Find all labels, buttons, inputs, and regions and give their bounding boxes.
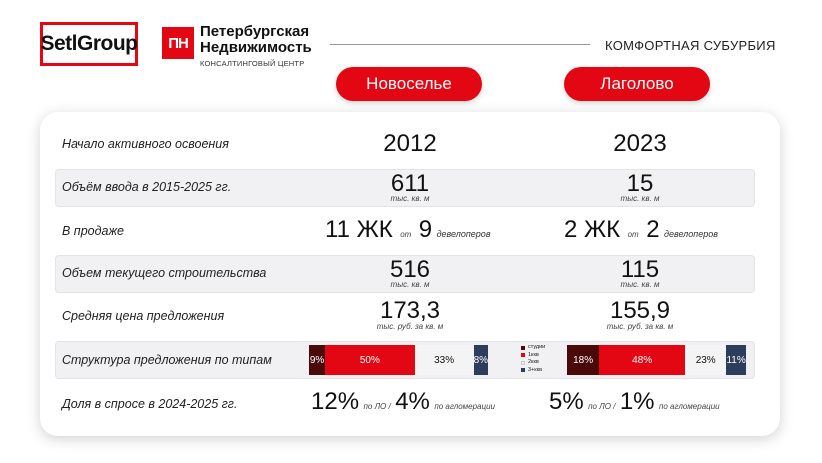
legend-item-studio: студии [521,344,545,352]
legend-label-2k: 2ккв [528,359,539,365]
sale-projects-lagolovo: 2 ЖК [564,216,621,243]
construction-unit-lagolovo: тыс. кв. м [620,280,660,289]
demand-lo-label-lagolovo: по ЛО / [588,402,616,411]
setlgroup-logo-text: SetlGroup [40,32,139,55]
demand-lo-label-novoselye: по ЛО / [363,402,391,411]
price-unit-lagolovo: тыс. руб. за кв. м [606,322,674,331]
construction-value-lagolovo: 115 [620,256,660,283]
label-price: Средняя цена предложения [62,309,225,323]
sale-devs-novoselye: 9 [418,216,433,243]
structure-bar-novoselye: 9% 50% 33% 8% [309,345,488,375]
pn-name-line2: Недвижимость [200,39,312,56]
volume-unit-novoselye: тыс. кв. м [390,194,430,203]
price-value-lagolovo: 155,9 [609,297,671,324]
sale-devs-lagolovo: 2 [646,216,660,243]
legend-item-2k: 2ккв [521,359,545,367]
demand-aggl-novoselye: 4% [395,388,430,415]
start-value-lagolovo: 2023 [613,130,667,157]
demand-novoselye: 12% по ЛО / 4% по агломерации [311,388,495,416]
column-header-lagolovo: Лаголово [564,67,710,101]
pn-logo-icon: ПН [162,27,194,59]
demand-aggl-label-novoselye: по агломерации [434,402,495,411]
row-bg-volume [55,169,755,207]
volume-value-novoselye: 611 [390,170,430,197]
demand-aggl-label-lagolovo: по агломерации [658,402,720,411]
sale-lagolovo: 2 ЖК от 2 девелоперов [564,216,718,244]
label-demand: Доля в спросе в 2024-2025 гг. [62,397,238,411]
price-value-novoselye: 173,3 [379,297,441,324]
pn-name-line1: Петербургская [200,23,310,40]
sale-devs-label-novoselye: девелоперов [436,229,491,239]
legend-swatch-3k [521,368,525,373]
legend-swatch-2k [521,360,525,365]
demand-lo-lagolovo: 5% [549,388,584,415]
sale-projects-novoselye: 11 ЖК [325,216,393,243]
setlgroup-logo: SetlGroup [40,22,138,66]
legend-label-3k: 3+ккв [528,366,543,373]
column-header-novoselye: Новоселье [336,67,482,101]
pn-logo-subtitle: КОНСАЛТИНГОВЫЙ ЦЕНТР [200,59,305,68]
structure-bar-lagolovo: 18% 48% 23% 11% [567,345,746,375]
price-unit-novoselye: тыс. руб. за кв. м [376,322,444,331]
label-sale: В продаже [62,224,125,238]
label-volume: Объём ввода в 2015-2025 гг. [62,180,232,194]
structure-legend: студии 1ккв 2ккв 3+ккв [521,344,545,374]
sale-from-novoselye: от [400,230,412,239]
legend-label-studio: студии [528,344,546,350]
pn-logo-name: Петербургская Недвижимость [200,24,312,56]
structure-segment-3k: 11% [726,345,746,375]
construction-value-novoselye: 516 [389,256,431,283]
legend-swatch-studio [521,345,525,350]
page-tagline: КОМФОРТНАЯ СУБУРБИЯ [605,38,776,53]
legend-label-1k: 1ккв [528,351,539,358]
start-value-novoselye: 2012 [383,130,437,157]
label-structure: Структура предложения по типам [62,353,272,367]
structure-segment-2k: 23% [685,345,727,375]
sale-novoselye: 11 ЖК от 9 девелоперов [325,216,491,244]
structure-segment-studio: 9% [309,345,326,375]
volume-value-lagolovo: 15 [626,170,654,197]
legend-item-1k: 1ккв [521,352,545,360]
structure-segment-studio: 18% [567,345,600,375]
demand-lagolovo: 5% по ЛО / 1% по агломерации [549,388,720,416]
demand-lo-novoselye: 12% [311,388,360,415]
volume-unit-lagolovo: тыс. кв. м [620,194,660,203]
label-start: Начало активного освоения [62,137,229,151]
sale-from-lagolovo: от [627,230,639,239]
legend-item-3k: 3+ккв [521,367,545,375]
sale-devs-label-lagolovo: девелоперов [664,229,718,239]
row-bg-construction [55,255,755,293]
structure-segment-3k: 8% [474,345,488,375]
structure-segment-1k: 50% [325,345,415,375]
structure-segment-2k: 33% [414,345,474,375]
label-construction: Объем текущего строительства [62,266,267,280]
demand-aggl-lagolovo: 1% [619,388,655,415]
structure-segment-1k: 48% [599,345,686,375]
construction-unit-novoselye: тыс. кв. м [390,280,430,289]
header-divider [330,44,590,45]
legend-swatch-1k [521,353,525,358]
